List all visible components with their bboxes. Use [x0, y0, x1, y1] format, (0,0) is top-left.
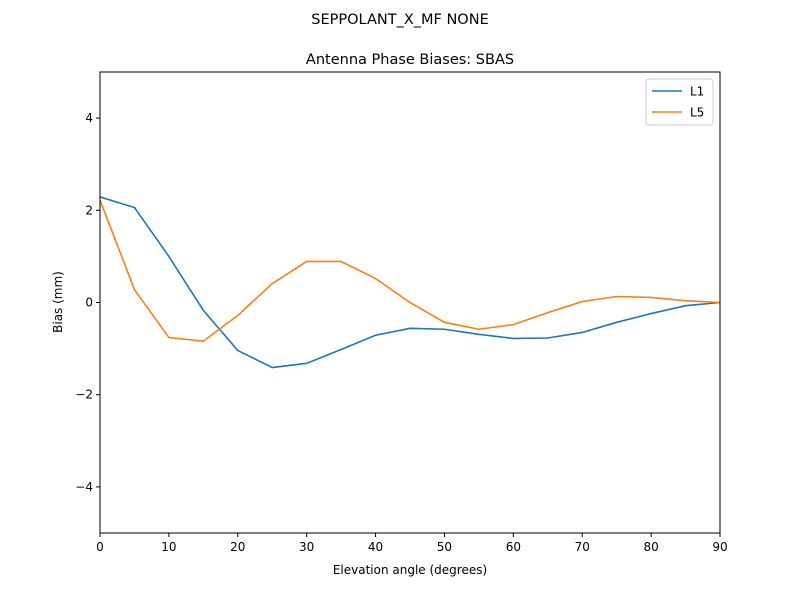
legend-label-l1: L1	[690, 85, 704, 99]
chart-title: Antenna Phase Biases: SBAS	[306, 52, 514, 68]
x-tick-label: 90	[712, 540, 727, 554]
x-tick-label: 40	[368, 540, 383, 554]
x-tick-label: 20	[230, 540, 245, 554]
x-tick-label: 10	[161, 540, 176, 554]
x-tick-label: 0	[96, 540, 104, 554]
x-tick-label: 70	[575, 540, 590, 554]
y-tick-label: 4	[85, 111, 93, 125]
series-line-l1	[99, 196, 721, 369]
x-axis-label: Elevation angle (degrees)	[333, 563, 487, 577]
y-tick-label: −2	[75, 388, 93, 402]
x-tick-label: 60	[506, 540, 521, 554]
y-tick-label: 2	[85, 203, 93, 217]
plot-frame	[99, 71, 721, 534]
legend-label-l5: L5	[690, 106, 704, 120]
y-tick-label: 0	[85, 296, 93, 310]
x-tick-label: 80	[643, 540, 658, 554]
chart-suptitle: SEPPOLANT_X_MF NONE	[311, 12, 488, 28]
y-axis-label: Bias (mm)	[51, 271, 65, 333]
legend: L1 L5	[645, 78, 714, 126]
x-tick-label: 50	[437, 540, 452, 554]
x-tick-label: 30	[299, 540, 314, 554]
series-line-l5	[99, 199, 721, 343]
y-tick-label: −4	[75, 480, 93, 494]
